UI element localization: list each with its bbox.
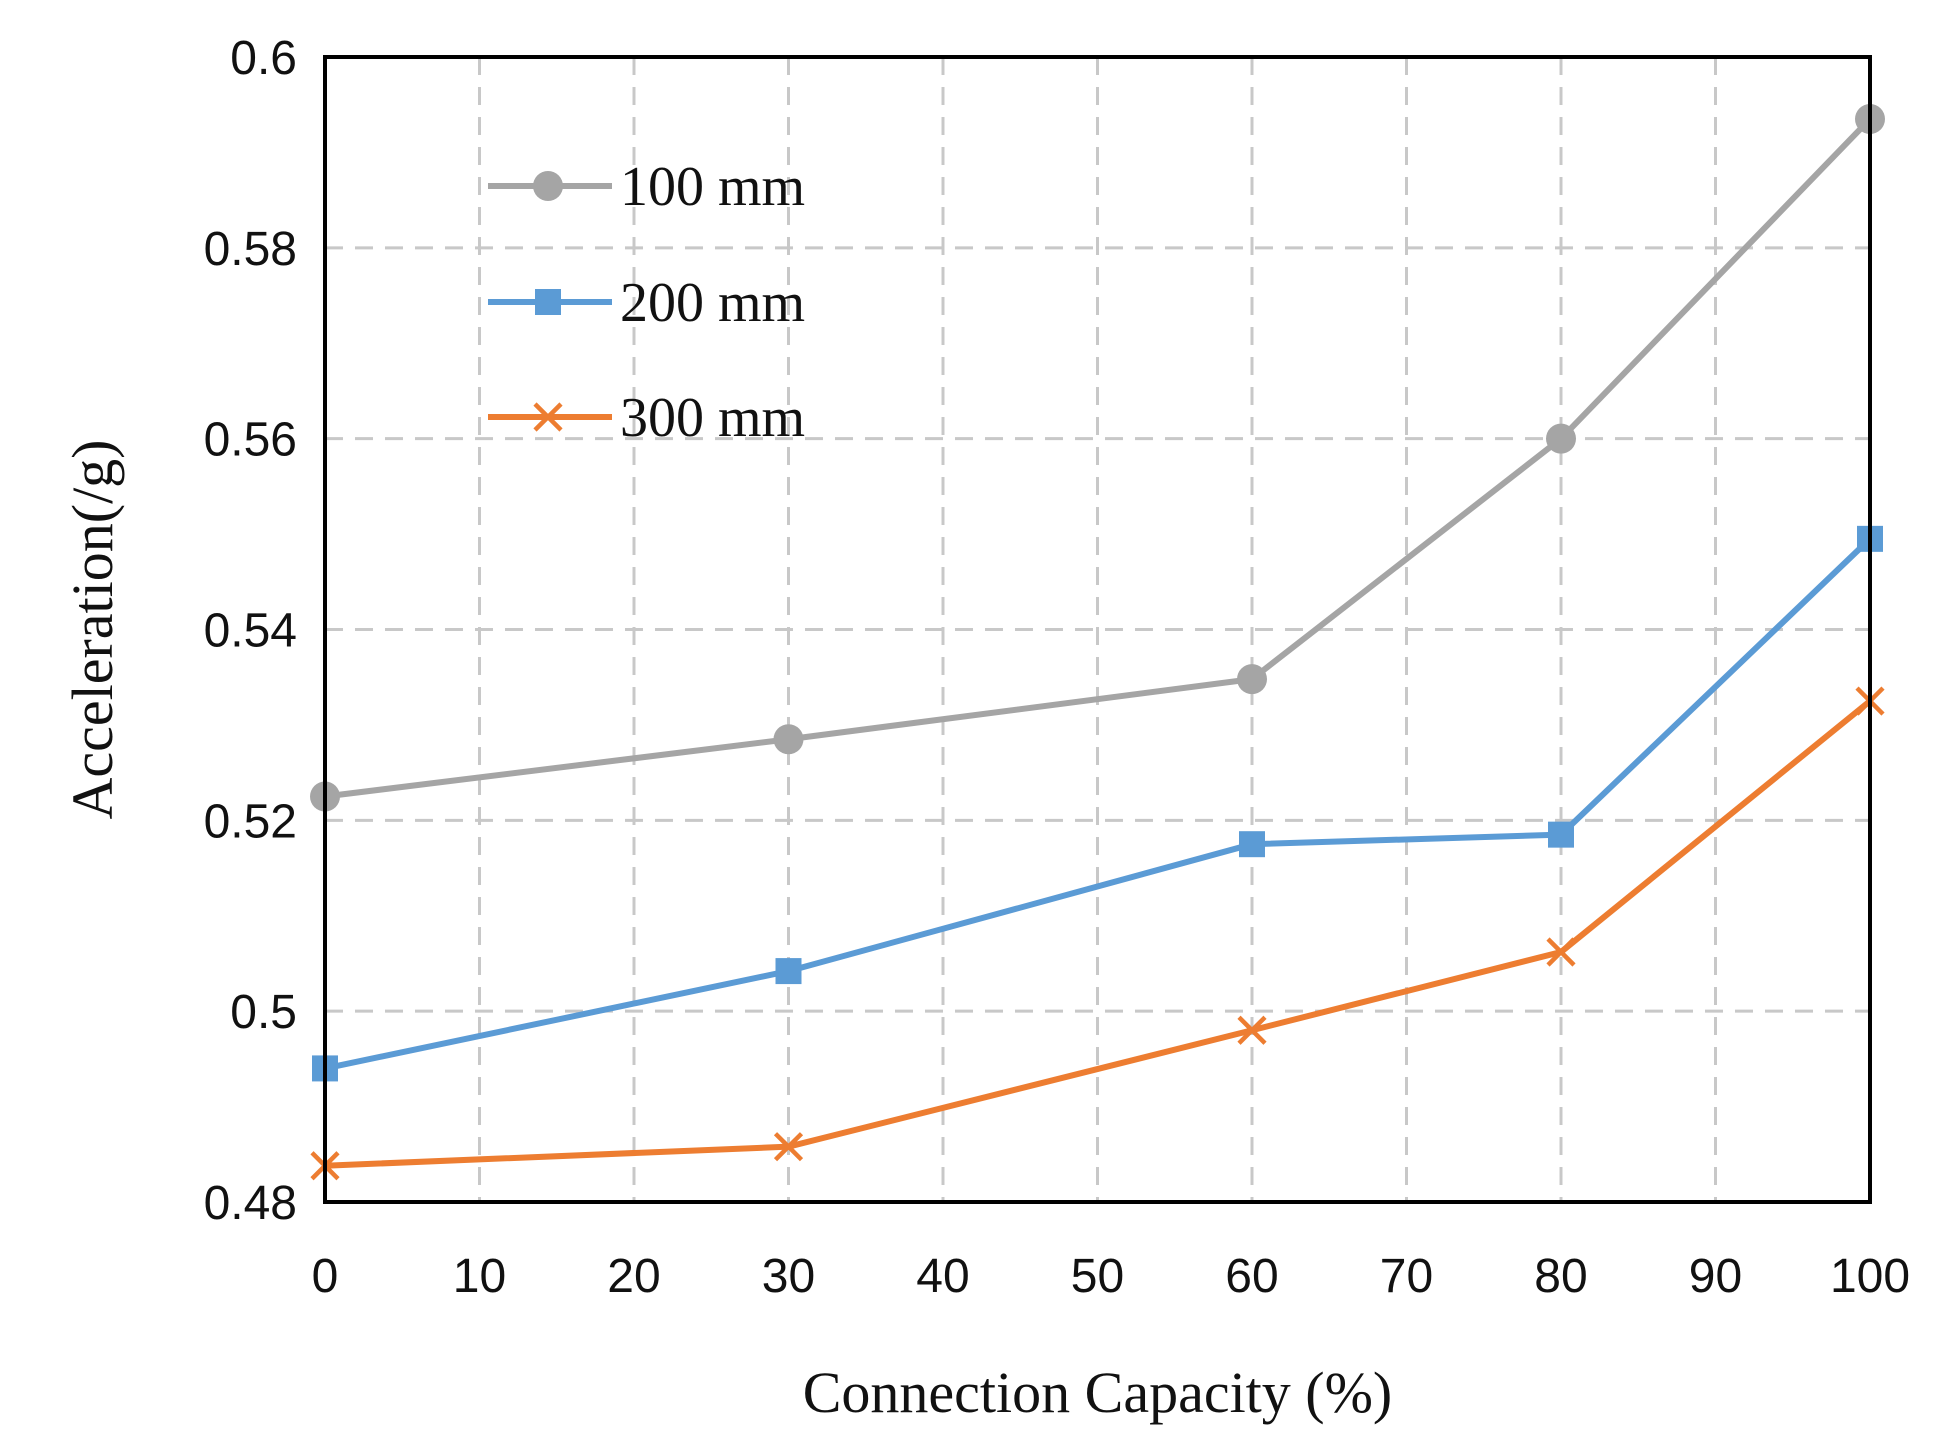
legend-item: 200 mm xyxy=(488,272,805,334)
y-tick-label: 0.5 xyxy=(230,986,297,1039)
y-tick-label: 0.58 xyxy=(204,223,297,276)
x-tick-label: 80 xyxy=(1534,1250,1587,1303)
x-tick-label: 30 xyxy=(762,1250,815,1303)
legend-label: 200 mm xyxy=(620,272,805,334)
data-point xyxy=(773,724,804,755)
legend-item: 300 mm xyxy=(488,387,805,449)
grid xyxy=(325,57,1870,1202)
data-point xyxy=(1237,664,1267,695)
legend-label: 100 mm xyxy=(620,156,805,218)
y-axis-title: Acceleration(/g) xyxy=(60,439,125,819)
x-axis-ticks: 0 10 20 30 40 50 60 70 80 90 100 xyxy=(312,1250,1910,1303)
x-tick-label: 0 xyxy=(312,1250,339,1303)
legend-label: 300 mm xyxy=(620,387,805,449)
data-point xyxy=(775,958,802,985)
data-point xyxy=(1237,1015,1267,1045)
legend: 100 mm 200 mm 300 mm xyxy=(488,156,805,449)
x-tick-label: 10 xyxy=(453,1250,506,1303)
data-point xyxy=(535,289,561,315)
data-point xyxy=(1548,821,1574,848)
data-point xyxy=(533,171,563,201)
x-tick-label: 90 xyxy=(1689,1250,1742,1303)
y-axis-ticks: 0.48 0.5 0.52 0.54 0.56 0.58 0.6 xyxy=(204,32,297,1230)
x-tick-label: 60 xyxy=(1225,1250,1278,1303)
data-point xyxy=(533,402,563,432)
series-200-mm xyxy=(312,525,1883,1082)
y-tick-label: 0.48 xyxy=(204,1177,297,1230)
x-tick-label: 20 xyxy=(607,1250,660,1303)
y-tick-label: 0.54 xyxy=(204,605,297,658)
y-tick-label: 0.52 xyxy=(204,795,297,848)
y-tick-label: 0.56 xyxy=(204,414,297,467)
x-tick-label: 70 xyxy=(1380,1250,1433,1303)
data-point xyxy=(1546,423,1576,454)
data-point xyxy=(1546,937,1576,967)
data-point xyxy=(773,1132,804,1162)
y-tick-label: 0.6 xyxy=(230,32,297,85)
x-axis-title: Connection Capacity (%) xyxy=(803,1360,1393,1425)
data-point xyxy=(1239,831,1265,858)
legend-item: 100 mm xyxy=(488,156,805,218)
series-layer xyxy=(310,104,1885,1181)
x-tick-label: 100 xyxy=(1830,1250,1910,1303)
x-tick-label: 40 xyxy=(916,1250,969,1303)
x-tick-label: 50 xyxy=(1071,1250,1124,1303)
series-100-mm xyxy=(310,104,1885,812)
series-300-mm xyxy=(310,686,1885,1181)
plot-area-frame xyxy=(323,55,1872,1204)
